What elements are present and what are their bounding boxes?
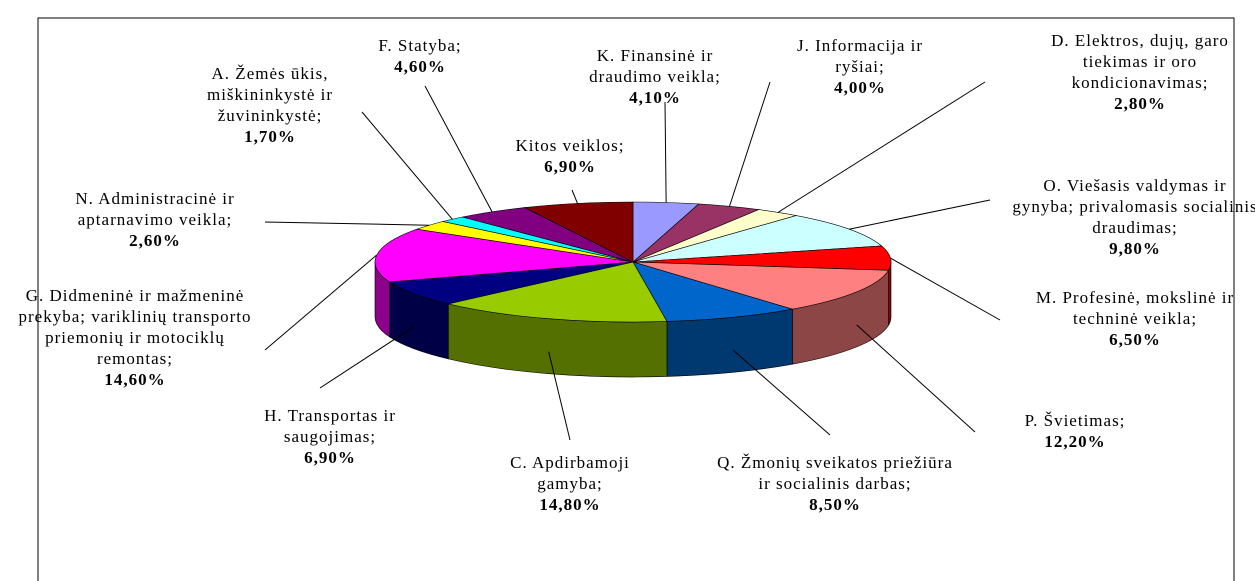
slice-label: P. Švietimas; 12,20%	[990, 410, 1160, 452]
value-label: 6,90%	[304, 448, 356, 467]
slice-label: M. Profesinė, mokslinė ir techninė veikl…	[1015, 287, 1255, 350]
value-label: 6,90%	[544, 157, 596, 176]
slice-label: O. Viešasis valdymas ir gynyba; privalom…	[1010, 175, 1255, 259]
slice-label: K. Finansinė ir draudimo veikla; 4,10%	[560, 45, 750, 108]
value-label: 9,80%	[1109, 239, 1161, 258]
slice-label: H. Transportas ir saugojimas; 6,90%	[235, 405, 425, 468]
leader-line	[890, 257, 1001, 321]
slice	[632, 261, 793, 322]
value-label: 2,80%	[1114, 94, 1166, 113]
value-label: 2,60%	[129, 231, 181, 250]
slice-label: D. Elektros, dujų, garo tiekimas ir oro …	[1030, 30, 1250, 114]
slice-label: C. Apdirbamoji gamyba; 14,80%	[490, 452, 650, 515]
slice	[523, 201, 634, 263]
slice-label: J. Informacija ir ryšiai; 4,00%	[780, 35, 940, 98]
value-label: 14,80%	[539, 495, 601, 514]
category-label: C. Apdirbamoji gamyba;	[510, 453, 630, 493]
leader-line	[664, 101, 667, 203]
leader-line	[548, 351, 571, 441]
value-label: 12,20%	[1044, 432, 1106, 451]
category-label: Q. Žmonių sveikatos priežiūra ir sociali…	[717, 453, 953, 493]
category-label: K. Finansinė ir draudimo veikla;	[589, 46, 721, 86]
leader-line	[424, 85, 493, 212]
value-label: 14,60%	[104, 370, 166, 389]
slice	[388, 261, 634, 305]
value-label: 1,70%	[244, 127, 296, 146]
category-label: F. Statyba;	[378, 36, 462, 55]
category-label: M. Profesinė, mokslinė ir techninė veikl…	[1035, 288, 1235, 328]
slice	[448, 261, 668, 323]
leader-line	[571, 189, 578, 204]
leader-line	[729, 81, 771, 207]
slice-side	[888, 261, 892, 327]
category-label: J. Informacija ir ryšiai;	[796, 36, 924, 76]
category-label: N. Administracinė ir aptarnavimo veikla;	[75, 189, 235, 229]
leader-line	[732, 349, 831, 436]
value-label: 4,60%	[394, 57, 446, 76]
value-label: 4,00%	[834, 78, 886, 97]
leader-line	[777, 81, 986, 213]
slice-label: F. Statyba; 4,60%	[350, 35, 490, 77]
slice-label: Q. Žmonių sveikatos priežiūra ir sociali…	[710, 452, 960, 515]
leader-line	[264, 254, 378, 351]
slice-label: Kitos veiklos; 6,90%	[485, 135, 655, 177]
category-label: D. Elektros, dujų, garo tiekimas ir oro …	[1051, 31, 1229, 92]
category-label: P. Švietimas;	[1024, 411, 1126, 430]
leader-line	[856, 324, 976, 433]
value-label: 8,50%	[809, 495, 861, 514]
slice-label: N. Administracinė ir aptarnavimo veikla;…	[30, 188, 280, 251]
value-label: 6,50%	[1109, 330, 1161, 349]
value-label: 4,10%	[629, 88, 681, 107]
category-label: A. Žemės ūkis, miškininkystė ir žuvinink…	[206, 64, 334, 125]
slice	[632, 261, 890, 310]
category-label: G. Didmeninė ir mažmeninė prekyba; varik…	[18, 286, 252, 368]
leader-line	[361, 111, 453, 220]
category-label: Kitos veiklos;	[515, 136, 625, 155]
slice-label: A. Žemės ūkis, miškininkystė ir žuvinink…	[170, 63, 370, 147]
leader-line	[319, 326, 415, 389]
leader-line	[848, 199, 991, 230]
leader-line	[264, 221, 430, 226]
category-label: O. Viešasis valdymas ir gynyba; privalom…	[1012, 176, 1255, 237]
slice-label: G. Didmeninė ir mažmeninė prekyba; varik…	[10, 285, 260, 390]
category-label: H. Transportas ir saugojimas;	[264, 406, 396, 446]
